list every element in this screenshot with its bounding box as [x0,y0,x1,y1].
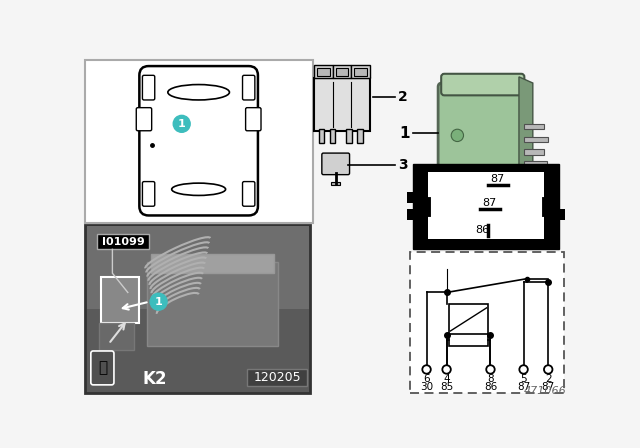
Bar [86,225,310,392]
FancyBboxPatch shape [91,351,114,385]
Bar [428,172,543,238]
Text: 4: 4 [444,374,450,383]
FancyBboxPatch shape [243,181,255,206]
Polygon shape [519,77,533,172]
Text: 85: 85 [547,200,561,210]
Bar [314,78,369,131]
Ellipse shape [168,85,230,100]
Bar [247,370,307,386]
FancyBboxPatch shape [136,108,152,131]
Text: 8: 8 [487,374,494,383]
Bar [346,129,352,143]
Circle shape [150,293,167,310]
Bar [354,69,367,76]
Text: 2: 2 [398,90,408,104]
FancyBboxPatch shape [322,153,349,175]
Text: 30: 30 [412,200,426,210]
Bar [331,181,340,185]
Text: 2: 2 [545,374,552,383]
Text: 85: 85 [440,382,453,392]
Bar [524,161,547,166]
Bar [524,124,543,129]
Bar [147,262,278,346]
Text: 1: 1 [178,119,186,129]
Bar [151,254,274,273]
Text: 87: 87 [541,382,555,392]
Text: 87: 87 [517,382,530,392]
FancyBboxPatch shape [246,108,261,131]
FancyBboxPatch shape [441,74,524,95]
Bar [317,69,330,76]
Text: 3: 3 [398,159,408,172]
FancyBboxPatch shape [443,99,527,192]
Bar [314,65,333,78]
Text: 87: 87 [490,174,504,184]
Text: 1: 1 [399,125,410,141]
Bar [449,334,488,346]
Bar [86,60,312,223]
Text: 120205: 120205 [253,371,301,384]
FancyBboxPatch shape [143,181,155,206]
Circle shape [422,365,431,374]
Text: 471066: 471066 [524,386,566,396]
Circle shape [442,365,451,374]
Text: 6: 6 [423,374,430,383]
Text: 1: 1 [155,297,163,307]
Text: 5: 5 [520,374,527,383]
Bar [330,129,335,143]
FancyBboxPatch shape [243,75,255,100]
Text: 30: 30 [420,382,433,392]
Circle shape [451,129,463,142]
Bar [524,149,543,155]
Bar [449,304,488,335]
Bar [99,323,134,350]
Text: I01099: I01099 [102,237,145,247]
Bar [319,129,324,143]
Bar [406,192,414,203]
Bar [97,234,149,250]
Text: K2: K2 [143,370,167,388]
Bar [557,209,565,220]
Bar [410,252,564,392]
Text: 87: 87 [483,198,497,208]
Bar [406,209,414,220]
Text: 🚗: 🚗 [98,361,107,375]
Circle shape [544,365,552,374]
Text: 86: 86 [475,225,489,235]
Bar [101,277,140,323]
Text: 86: 86 [484,382,497,392]
Ellipse shape [172,183,225,195]
FancyBboxPatch shape [438,83,523,176]
Circle shape [519,365,528,374]
Bar [333,65,351,78]
Circle shape [173,116,190,132]
FancyBboxPatch shape [143,75,155,100]
Bar [524,137,548,142]
Bar [336,69,348,76]
Bar [351,65,369,78]
Circle shape [486,365,495,374]
Bar [357,129,363,143]
Bar [413,164,559,249]
Bar [87,226,308,309]
FancyBboxPatch shape [140,66,258,215]
